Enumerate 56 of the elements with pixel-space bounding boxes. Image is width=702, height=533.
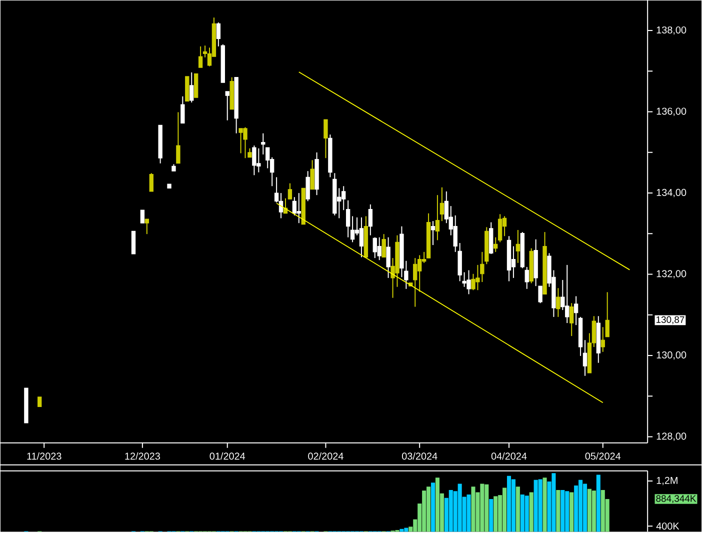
candlestick xyxy=(198,46,203,68)
candlestick xyxy=(582,340,588,376)
candlestick xyxy=(149,172,154,192)
candlestick xyxy=(296,192,301,224)
y-tick-label: 132,00 xyxy=(656,270,686,278)
text: 130,87 xyxy=(656,316,684,324)
y-tick-label: 400K xyxy=(656,522,680,530)
candlestick xyxy=(350,216,355,243)
y-tick-label: 134,00 xyxy=(656,188,686,198)
candlestick xyxy=(440,186,444,222)
candlestick xyxy=(516,230,520,264)
candlestick xyxy=(266,147,270,169)
candlestick xyxy=(194,73,198,98)
y-tick-label: 136,00 xyxy=(656,108,686,116)
candlestick xyxy=(180,96,185,124)
x-tick-label: 01/2024 xyxy=(210,452,246,460)
candlestick xyxy=(386,236,390,278)
candlestick xyxy=(292,196,297,216)
y-tick-label: 130,00 xyxy=(656,351,686,360)
x-tick-label: 05/2024 xyxy=(585,452,621,460)
candlestick xyxy=(498,214,502,243)
x-tick-label: 02/2024 xyxy=(308,452,344,460)
candlestick xyxy=(190,72,194,103)
x-tick-label: 04/2024 xyxy=(491,452,527,460)
candlestick xyxy=(306,170,310,202)
candlestick xyxy=(261,132,266,155)
candlestick xyxy=(382,234,386,258)
candlestick xyxy=(140,210,145,224)
candlestick xyxy=(288,182,292,200)
candlestick xyxy=(524,266,529,290)
candlestick xyxy=(216,22,221,47)
candlestick xyxy=(176,112,180,164)
candlestick xyxy=(368,204,373,236)
candlestick xyxy=(569,302,574,337)
candlestick xyxy=(574,296,578,326)
y-tick-label: 128,00 xyxy=(656,432,686,441)
candlestick xyxy=(144,218,149,235)
candlestick xyxy=(346,200,350,238)
text: 884,344K xyxy=(656,495,696,503)
candlestick xyxy=(502,216,507,237)
x-tick-label: 12/2023 xyxy=(125,452,160,460)
candlestick xyxy=(310,160,314,190)
y-tick-label: 138,00 xyxy=(656,26,686,35)
candlestick xyxy=(435,194,440,241)
y-tick-label: 1,2M xyxy=(656,476,678,486)
candlestick xyxy=(430,220,436,246)
candlestick xyxy=(377,236,382,261)
candlestick xyxy=(324,119,328,159)
x-tick-label: 03/2024 xyxy=(402,452,438,460)
candlestick xyxy=(556,288,560,318)
candlestick xyxy=(225,91,230,121)
candlestick xyxy=(38,396,42,408)
candlestick xyxy=(494,236,498,252)
candlestick xyxy=(359,216,364,258)
x-tick-label: 11/2023 xyxy=(27,452,62,460)
candlestick xyxy=(131,230,136,254)
